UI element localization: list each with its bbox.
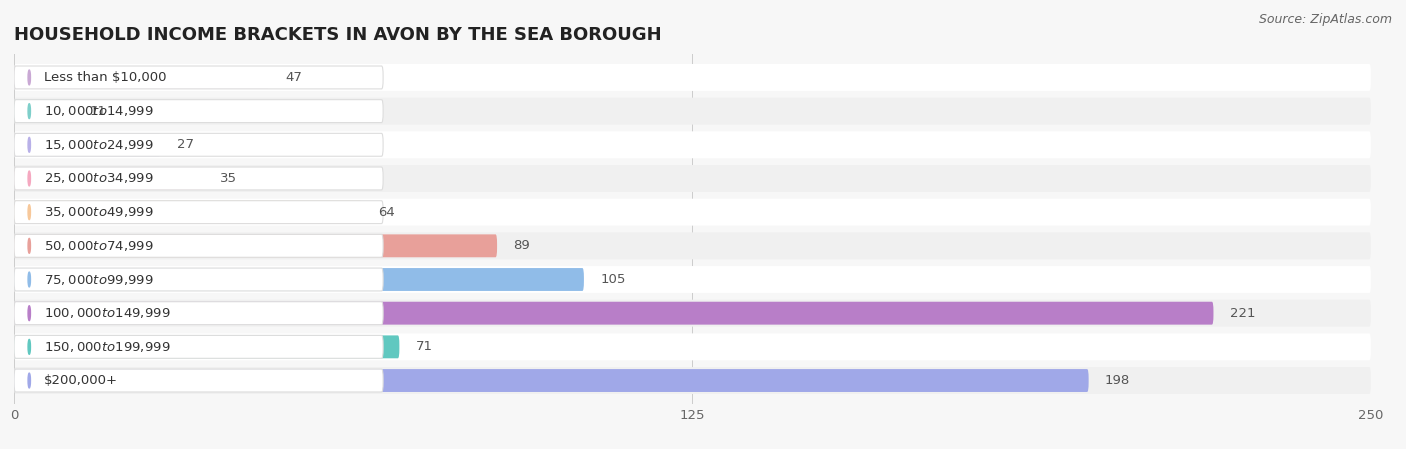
Text: 11: 11 xyxy=(90,105,107,118)
FancyBboxPatch shape xyxy=(14,335,382,358)
Text: 198: 198 xyxy=(1105,374,1130,387)
Text: 27: 27 xyxy=(177,138,194,151)
FancyBboxPatch shape xyxy=(14,133,382,156)
FancyBboxPatch shape xyxy=(14,167,204,190)
FancyBboxPatch shape xyxy=(14,131,1371,158)
FancyBboxPatch shape xyxy=(14,268,583,291)
Text: 35: 35 xyxy=(221,172,238,185)
FancyBboxPatch shape xyxy=(14,198,1371,225)
FancyBboxPatch shape xyxy=(14,165,1371,192)
FancyBboxPatch shape xyxy=(14,369,1088,392)
Text: $25,000 to $34,999: $25,000 to $34,999 xyxy=(44,172,153,185)
Text: 64: 64 xyxy=(378,206,395,219)
Text: $35,000 to $49,999: $35,000 to $49,999 xyxy=(44,205,153,219)
Circle shape xyxy=(28,70,31,85)
Circle shape xyxy=(28,171,31,186)
Circle shape xyxy=(28,373,31,388)
FancyBboxPatch shape xyxy=(14,234,498,257)
FancyBboxPatch shape xyxy=(14,66,269,89)
Text: Less than $10,000: Less than $10,000 xyxy=(44,71,166,84)
FancyBboxPatch shape xyxy=(14,268,382,291)
Text: 221: 221 xyxy=(1230,307,1256,320)
FancyBboxPatch shape xyxy=(14,232,1371,259)
Text: 89: 89 xyxy=(513,239,530,252)
FancyBboxPatch shape xyxy=(14,66,382,89)
Circle shape xyxy=(28,205,31,220)
Text: 71: 71 xyxy=(416,340,433,353)
Text: $150,000 to $199,999: $150,000 to $199,999 xyxy=(44,340,170,354)
FancyBboxPatch shape xyxy=(14,201,361,224)
FancyBboxPatch shape xyxy=(14,100,382,123)
Text: $10,000 to $14,999: $10,000 to $14,999 xyxy=(44,104,153,118)
Text: 47: 47 xyxy=(285,71,302,84)
FancyBboxPatch shape xyxy=(14,369,382,392)
Text: $100,000 to $149,999: $100,000 to $149,999 xyxy=(44,306,170,320)
FancyBboxPatch shape xyxy=(14,234,382,257)
Text: $200,000+: $200,000+ xyxy=(44,374,118,387)
Circle shape xyxy=(28,238,31,253)
Text: Source: ZipAtlas.com: Source: ZipAtlas.com xyxy=(1258,13,1392,26)
FancyBboxPatch shape xyxy=(14,100,73,123)
FancyBboxPatch shape xyxy=(14,300,1371,327)
Text: $15,000 to $24,999: $15,000 to $24,999 xyxy=(44,138,153,152)
FancyBboxPatch shape xyxy=(14,333,1371,360)
FancyBboxPatch shape xyxy=(14,97,1371,124)
FancyBboxPatch shape xyxy=(14,64,1371,91)
FancyBboxPatch shape xyxy=(14,302,382,325)
Text: HOUSEHOLD INCOME BRACKETS IN AVON BY THE SEA BOROUGH: HOUSEHOLD INCOME BRACKETS IN AVON BY THE… xyxy=(14,26,662,44)
FancyBboxPatch shape xyxy=(14,335,399,358)
Text: $75,000 to $99,999: $75,000 to $99,999 xyxy=(44,273,153,286)
FancyBboxPatch shape xyxy=(14,133,160,156)
Circle shape xyxy=(28,339,31,354)
Circle shape xyxy=(28,306,31,321)
Circle shape xyxy=(28,272,31,287)
FancyBboxPatch shape xyxy=(14,302,1213,325)
Text: 105: 105 xyxy=(600,273,626,286)
FancyBboxPatch shape xyxy=(14,367,1371,394)
FancyBboxPatch shape xyxy=(14,201,382,224)
Circle shape xyxy=(28,104,31,119)
FancyBboxPatch shape xyxy=(14,167,382,190)
Text: $50,000 to $74,999: $50,000 to $74,999 xyxy=(44,239,153,253)
FancyBboxPatch shape xyxy=(14,266,1371,293)
Circle shape xyxy=(28,137,31,152)
